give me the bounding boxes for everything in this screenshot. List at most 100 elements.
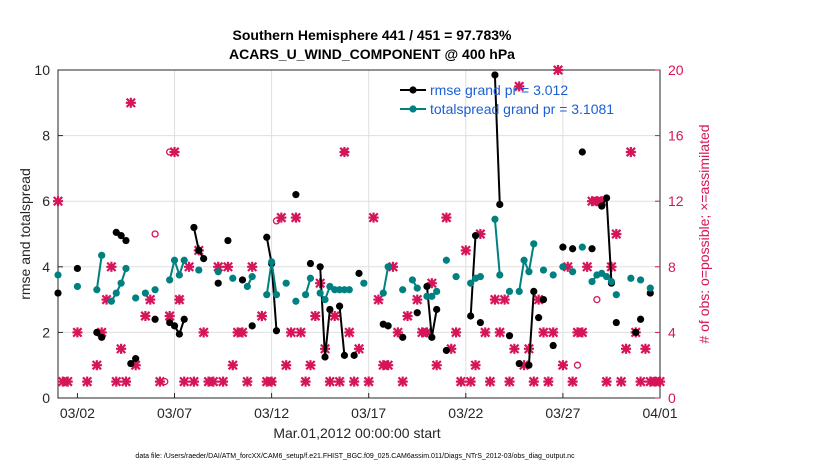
rmse-point — [321, 353, 329, 361]
grid — [58, 70, 660, 398]
rmse-point — [151, 315, 159, 323]
obs-assimilated-marker — [227, 360, 238, 371]
obs-assimilated-marker — [344, 327, 355, 338]
obs-assimilated-marker — [188, 376, 199, 387]
rmse-point — [98, 333, 106, 341]
rmse-point — [569, 245, 577, 253]
obs-assimilated-marker — [620, 343, 632, 354]
rmse-point — [588, 245, 596, 253]
chart-title: Southern Hemisphere 441 / 451 = 97.783% — [233, 27, 513, 43]
rmse-point — [190, 223, 198, 232]
obs-assimilated-marker — [504, 376, 515, 387]
rmse-point — [73, 264, 82, 273]
totalspread-point — [428, 292, 436, 300]
totalspread-point — [646, 284, 654, 292]
y-tick-label: 10 — [34, 62, 50, 78]
rmse-point — [433, 305, 441, 314]
y-tick-label: 6 — [42, 193, 50, 209]
rmse-point — [578, 148, 586, 156]
rmse-point — [292, 191, 300, 199]
obs-assimilated-marker — [179, 376, 190, 387]
y-axis-right-label: # of obs: o=possible; ×=assimilated — [696, 124, 712, 343]
totalspread-point — [282, 279, 290, 287]
obs-possible-marker — [166, 148, 174, 156]
rmse-point — [632, 328, 640, 336]
totalspread-line-segment — [95, 255, 103, 290]
obs-assimilated-marker — [460, 245, 471, 256]
obs-assimilated-marker — [640, 343, 651, 354]
totalspread-point — [578, 243, 586, 251]
obs-assimilated-marker — [601, 376, 612, 387]
rmse-point — [350, 351, 358, 359]
y-right-tick-label: 20 — [668, 62, 684, 78]
obs-assimilated-marker — [441, 212, 452, 223]
rmse-line-segment — [527, 291, 535, 366]
totalspread-point — [636, 276, 645, 284]
obs-assimilated-marker — [290, 212, 301, 223]
totalspread-point — [268, 258, 276, 266]
obs-assimilated-marker — [198, 327, 209, 338]
obs-possible-marker — [340, 148, 349, 156]
legend-rmse-marker — [409, 86, 417, 94]
totalspread-point — [452, 273, 460, 281]
rmse-point — [491, 71, 499, 79]
rmse-point — [413, 309, 421, 317]
totalspread-point — [301, 291, 310, 299]
obs-assimilated-marker — [285, 327, 297, 338]
totalspread-line-segment — [110, 268, 127, 302]
y-right-tick-label: 16 — [668, 128, 684, 144]
obs-assimilated-marker — [470, 360, 481, 371]
x-axis: 03/02 03/07 03/12 03/17 03/22 03/27 04/01 — [60, 393, 678, 421]
obs-possible-marker — [175, 295, 184, 304]
totalspread-point — [612, 291, 620, 299]
totalspread-point — [413, 284, 421, 292]
totalspread-point — [93, 286, 101, 294]
totalspread-point — [433, 287, 441, 295]
obs-assimilated-marker — [120, 376, 132, 387]
obs-assimilated-marker — [237, 327, 248, 338]
totalspread-point — [467, 279, 475, 287]
rmse-point — [54, 289, 62, 297]
obs-assimilated-marker — [184, 261, 195, 272]
rmse-point — [399, 333, 407, 341]
rmse-point — [93, 328, 101, 336]
totalspread-point — [442, 256, 450, 264]
y-right-tick-label: 4 — [668, 324, 676, 340]
legend: rmse grand pr = 3.012 totalspread grand … — [400, 82, 614, 117]
rmse-point — [224, 236, 232, 245]
obs-count-layer — [52, 64, 666, 387]
x-tick-label: 03/12 — [254, 405, 289, 421]
rmse-point — [515, 359, 523, 368]
y-tick-label: 8 — [42, 128, 50, 144]
rmse-point — [384, 322, 392, 330]
rmse-point — [272, 327, 281, 335]
obs-assimilated-marker — [567, 376, 578, 387]
totalspread-line-segment — [493, 219, 501, 276]
rmse-point — [132, 355, 140, 363]
y-axis-label: rmse and totalspread — [17, 168, 33, 300]
obs-assimilated-marker — [611, 228, 622, 240]
obs-possible-marker — [573, 361, 582, 369]
totalspread-point — [627, 274, 635, 282]
obs-assimilated-marker — [494, 327, 505, 338]
rmse-point — [428, 333, 436, 341]
y-tick-label: 4 — [42, 259, 50, 275]
rmse-point — [316, 263, 324, 271]
totalspread-point — [98, 251, 106, 259]
obs-assimilated-marker — [140, 310, 151, 322]
totalspread-point — [520, 256, 528, 264]
rmse-point — [263, 233, 271, 241]
totalspread-point — [243, 282, 251, 291]
totalspread-point — [306, 274, 315, 282]
rmse-point — [340, 351, 349, 359]
obs-assimilated-marker — [654, 376, 666, 387]
obs-assimilated-marker — [242, 376, 253, 387]
rmse-point — [195, 246, 203, 254]
rmse-point — [535, 314, 543, 322]
totalspread-point — [180, 256, 188, 264]
obs-assimilated-marker — [295, 327, 306, 338]
x-axis-label: Mar.01,2012 00:00:00 start — [273, 425, 440, 441]
chart-subtitle: ACARS_U_WIND_COMPONENT @ 400 hPa — [229, 46, 515, 62]
obs-assimilated-marker — [91, 360, 102, 371]
